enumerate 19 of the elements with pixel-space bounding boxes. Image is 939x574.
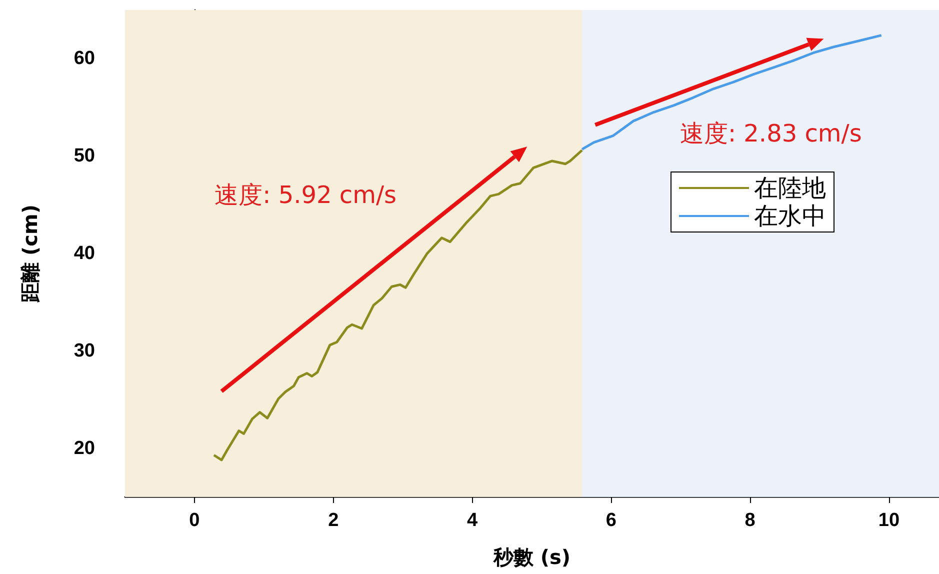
- x-tick-label: 6: [606, 510, 616, 531]
- x-axis-title: 秒數 (s): [492, 545, 571, 569]
- y-tick-label: 30: [74, 340, 95, 362]
- x-tick-label: 8: [744, 510, 756, 531]
- y-tick-label: 20: [74, 438, 95, 459]
- line-series: [580, 34, 883, 151]
- legend-label: 在水中: [754, 202, 826, 230]
- y-axis-title: 距離 (cm): [18, 204, 42, 304]
- annotation: 速度: 5.92 cm/s: [214, 181, 397, 210]
- x-tick-label: 4: [466, 510, 478, 531]
- line-series: [212, 149, 584, 462]
- x-tick-label: 2: [328, 510, 339, 531]
- x-tick-label: 0: [189, 510, 200, 531]
- y-tick-label: 60: [74, 48, 95, 70]
- y-tick-label: 50: [74, 146, 95, 167]
- annotation: 速度: 2.83 cm/s: [680, 120, 862, 148]
- legend-label: 在陸地: [754, 174, 826, 202]
- x-tick-label: 10: [878, 510, 900, 531]
- y-tick-label: 40: [74, 243, 95, 264]
